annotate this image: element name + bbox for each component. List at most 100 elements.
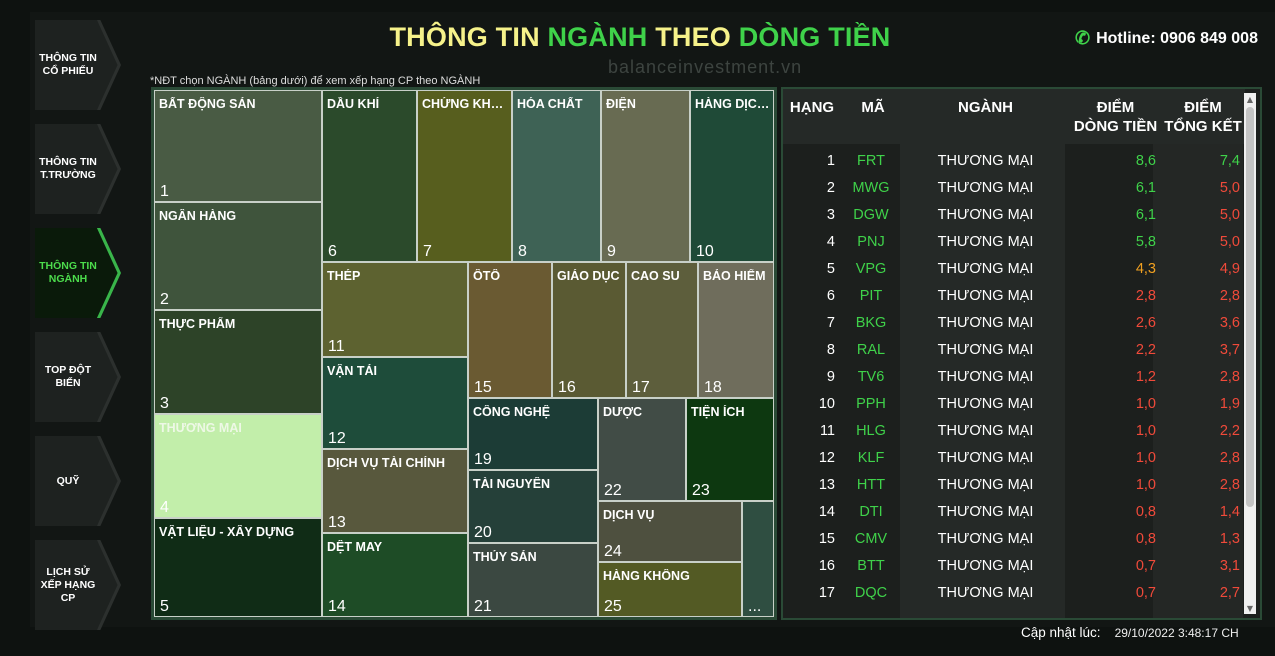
nav-fund[interactable]: QUỸ	[35, 436, 121, 526]
table-row[interactable]: 16 BTT THƯƠNG MẠI 0,7 3,1	[783, 554, 1245, 581]
treemap-cell[interactable]: HÀNG KHÔNG 25	[598, 562, 742, 617]
treemap-cell-name: HÀNG KHÔNG	[603, 569, 690, 583]
table-row[interactable]: 17 DQC THƯƠNG MẠI 0,7 2,7	[783, 581, 1245, 608]
cell-flow-score: 1,2	[1135, 369, 1156, 385]
treemap-cell[interactable]: THÉP 11	[322, 262, 468, 357]
nav-market-info[interactable]: THÔNG TIN T.TRƯỜNG	[35, 124, 121, 214]
cell-flow-score: 0,8	[1135, 504, 1156, 520]
table-row[interactable]: 11 HLG THƯƠNG MẠI 1,0 2,2	[783, 419, 1245, 446]
header-code[interactable]: MÃ	[861, 99, 885, 116]
treemap-cell[interactable]: DẦU KHÍ 6	[322, 90, 417, 262]
treemap-cell[interactable]: THƯƠNG MẠI 4	[154, 414, 322, 518]
table-row[interactable]: 1 FRT THƯƠNG MẠI 8,6 7,4	[783, 149, 1245, 176]
treemap-cell[interactable]: ÔTÔ 15	[468, 262, 552, 398]
treemap-cell[interactable]: VẬN TẢI 12	[322, 357, 468, 449]
treemap-cell[interactable]: CHỨNG KHOÁN 7	[417, 90, 512, 262]
scroll-down-icon[interactable]: ▼	[1246, 603, 1254, 613]
table-row[interactable]: 12 KLF THƯƠNG MẠI 1,0 2,8	[783, 446, 1245, 473]
cell-total-score: 2,8	[1219, 450, 1240, 466]
treemap-cell[interactable]: TÀI NGUYÊN 20	[468, 470, 598, 543]
table-row[interactable]: 14 DTI THƯƠNG MẠI 0,8 1,4	[783, 500, 1245, 527]
treemap-cell[interactable]: DỆT MAY 14	[322, 533, 468, 617]
treemap-cell[interactable]: BẤT ĐỘNG SẢN 1	[154, 90, 322, 202]
cell-industry: THƯƠNG MẠI	[937, 234, 1034, 250]
cell-flow-score: 0,8	[1135, 531, 1156, 547]
treemap-cell[interactable]: GIÁO DỤC 16	[552, 262, 626, 398]
table-row[interactable]: 6 PIT THƯƠNG MẠI 2,8 2,8	[783, 284, 1245, 311]
instruction-note: *NĐT chọn NGÀNH (bảng dưới) để xem xếp h…	[150, 75, 481, 87]
cell-code: DGW	[853, 207, 889, 223]
treemap-cell-rank: 11	[328, 338, 345, 355]
nav-ranking-history[interactable]: LỊCH SỬ XẾP HẠNG CP	[35, 540, 121, 630]
industry-treemap: BẤT ĐỘNG SẢN 1 NGÂN HÀNG 2 THỰC PHẨM 3 THƯƠNG …	[151, 87, 777, 620]
treemap-cell[interactable]: CAO SU 17	[626, 262, 698, 398]
table-row[interactable]: 9 TV6 THƯƠNG MẠI 1,2 2,8	[783, 365, 1245, 392]
treemap-cell-rank: 12	[328, 430, 346, 447]
nav-industry-info-label: THÔNG TIN NGÀNH	[39, 260, 97, 285]
treemap-cell[interactable]: BẢO HIỂM 18	[698, 262, 774, 398]
header-industry[interactable]: NGÀNH	[958, 99, 1013, 116]
table-row[interactable]: 15 CMV THƯƠNG MẠI 0,8 1,3	[783, 527, 1245, 554]
table-row[interactable]: 2 MWG THƯƠNG MẠI 6,1 5,0	[783, 176, 1245, 203]
cell-rank: 5	[826, 261, 835, 277]
treemap-cell[interactable]: ...	[742, 501, 774, 617]
cell-rank: 9	[826, 369, 835, 385]
table-row[interactable]: 5 VPG THƯƠNG MẠI 4,3 4,9	[783, 257, 1245, 284]
treemap-cell-rank: 13	[328, 514, 346, 531]
table-row[interactable]: 3 DGW THƯƠNG MẠI 6,1 5,0	[783, 203, 1245, 230]
treemap-cell[interactable]: NGÂN HÀNG 2	[154, 202, 322, 310]
title-part: THÔNG TIN	[389, 22, 548, 52]
table-row[interactable]: 13 HTT THƯƠNG MẠI 1,0 2,8	[783, 473, 1245, 500]
treemap-cell-name: DƯỢC	[603, 405, 643, 419]
treemap-cell-rank: 10	[696, 243, 714, 260]
cell-total-score: 7,4	[1219, 153, 1240, 169]
treemap-cell[interactable]: CÔNG NGHỆ 19	[468, 398, 598, 470]
last-updated: Cập nhật lúc: 29/10/2022 3:48:17 CH	[1021, 625, 1239, 640]
nav-fund-label: QUỸ	[56, 474, 80, 487]
nav-industry-info[interactable]: THÔNG TIN NGÀNH	[35, 228, 121, 318]
scroll-up-icon[interactable]: ▲	[1246, 94, 1254, 104]
treemap-cell-rank: 7	[423, 243, 432, 260]
cell-flow-score: 2,2	[1135, 342, 1156, 358]
cell-flow-score: 0,7	[1135, 585, 1156, 601]
treemap-cell[interactable]: ĐIỆN 9	[601, 90, 690, 262]
cell-industry: THƯƠNG MẠI	[937, 450, 1034, 466]
cell-rank: 14	[818, 504, 835, 520]
cell-industry: THƯƠNG MẠI	[937, 261, 1034, 277]
treemap-cell[interactable]: HÓA CHẤT 8	[512, 90, 601, 262]
scroll-thumb[interactable]	[1246, 107, 1254, 507]
cell-flow-score: 1,0	[1135, 396, 1156, 412]
treemap-cell-name: VẬN TẢI	[327, 364, 377, 378]
table-row[interactable]: 4 PNJ THƯƠNG MẠI 5,8 5,0	[783, 230, 1245, 257]
treemap-cell[interactable]: HÀNG DỊCH VỤ 10	[690, 90, 774, 262]
treemap-cell[interactable]: DỊCH VỤ TÀI CHÍNH 13	[322, 449, 468, 533]
header-rank[interactable]: HẠNG	[789, 99, 835, 116]
header-flow-score[interactable]: ĐIỂM DÒNG TIỀN	[1068, 98, 1163, 136]
hotline[interactable]: ✆ Hotline: 0906 849 008	[1075, 28, 1258, 49]
treemap-cell[interactable]: THỰC PHẨM 3	[154, 310, 322, 414]
cell-industry: THƯƠNG MẠI	[937, 477, 1034, 493]
treemap-cell[interactable]: VẬT LIỆU - XÂY DỰNG 5	[154, 518, 322, 617]
treemap-cell-rank: 21	[474, 598, 492, 615]
cell-code: PNJ	[857, 234, 885, 250]
nav-ranking-history-label: LỊCH SỬ XẾP HẠNG CP	[40, 565, 96, 604]
treemap-cell-rank: 3	[160, 395, 169, 412]
table-row[interactable]: 10 PPH THƯƠNG MẠI 1,0 1,9	[783, 392, 1245, 419]
treemap-cell[interactable]: TIỆN ÍCH 23	[686, 398, 774, 501]
header-total-score[interactable]: ĐIỂM TỔNG KẾT	[1161, 98, 1245, 136]
nav-stock-info[interactable]: THÔNG TIN CỔ PHIẾU	[35, 20, 121, 110]
treemap-cell[interactable]: DỊCH VỤ 24	[598, 501, 742, 562]
treemap-cell-name: THƯƠNG MẠI	[159, 421, 242, 435]
cell-industry: THƯƠNG MẠI	[937, 180, 1034, 196]
nav-top-breakout-label: TOP ĐỘT BIẾN	[44, 364, 92, 389]
table-row[interactable]: 7 BKG THƯƠNG MẠI 2,6 3,6	[783, 311, 1245, 338]
table-scrollbar[interactable]: ▲ ▼	[1244, 93, 1256, 614]
phone-icon: ✆	[1075, 28, 1091, 48]
treemap-cell[interactable]: THỦY SẢN 21	[468, 543, 598, 617]
table-row[interactable]: 8 RAL THƯƠNG MẠI 2,2 3,7	[783, 338, 1245, 365]
treemap-cell-name: BẢO HIỂM	[703, 269, 766, 283]
header-flow-score-line2: DÒNG TIỀN	[1073, 118, 1158, 135]
nav-top-breakout[interactable]: TOP ĐỘT BIẾN	[35, 332, 121, 422]
treemap-cell[interactable]: DƯỢC 22	[598, 398, 686, 501]
treemap-cell-rank: ...	[748, 598, 762, 615]
